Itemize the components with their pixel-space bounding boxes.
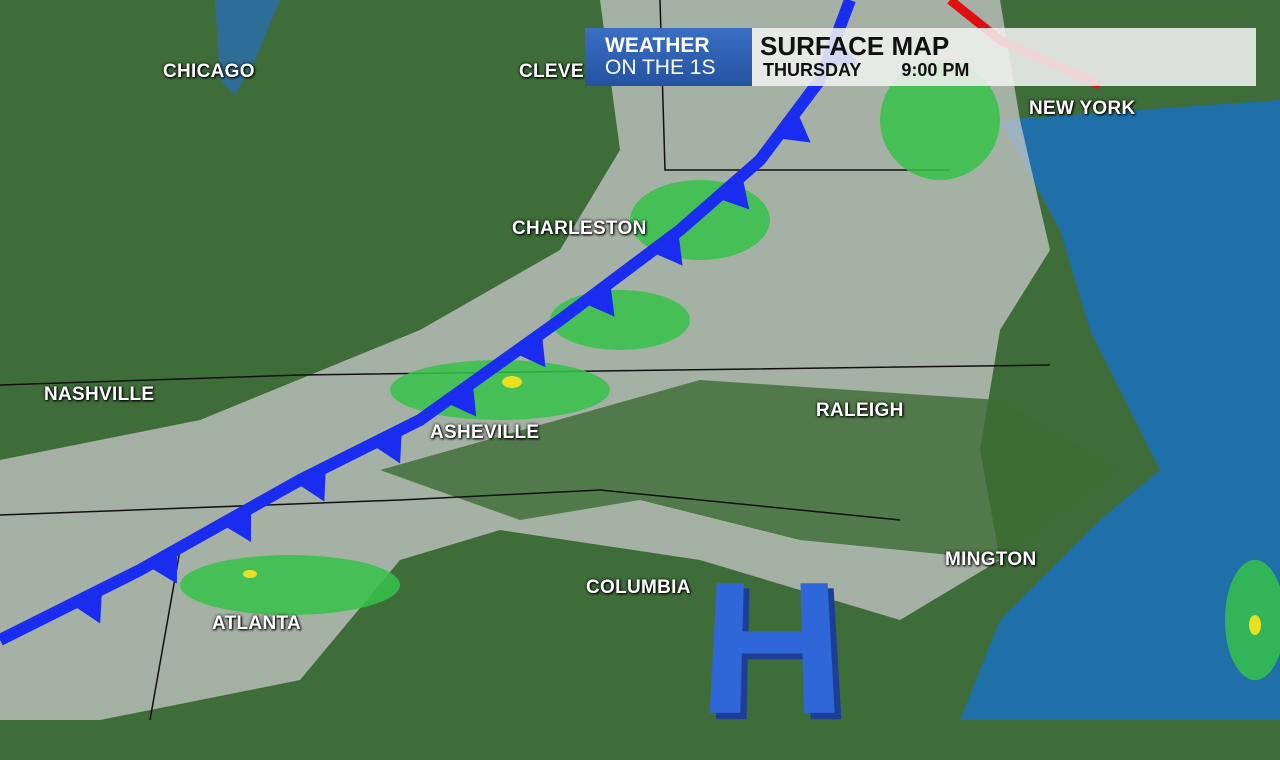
city-label-new-york: NEW YORK bbox=[1029, 98, 1136, 119]
title-banner: WEATHER ON THE 1S SURFACE MAP THURSDAY 9… bbox=[585, 28, 1256, 86]
city-label-nashville: NASHVILLE bbox=[44, 384, 155, 405]
brand-line-1: WEATHER bbox=[605, 34, 710, 57]
city-label-raleigh: RALEIGH bbox=[816, 400, 904, 421]
cold-front-triangle bbox=[582, 282, 615, 317]
map-title: SURFACE MAP bbox=[760, 31, 950, 61]
cold-front bbox=[0, 0, 856, 646]
banner-info: SURFACE MAP THURSDAY 9:00 PM bbox=[752, 28, 1256, 86]
high-pressure-symbol: H bbox=[692, 548, 853, 760]
cold-front-triangle bbox=[71, 589, 102, 624]
ocean bbox=[960, 100, 1280, 720]
cold-front-triangle bbox=[514, 332, 546, 368]
cold-front-triangle bbox=[445, 382, 477, 417]
forecast-day: THURSDAY bbox=[763, 60, 862, 80]
cold-front-triangle bbox=[371, 429, 402, 464]
city-label-asheville: ASHEVILLE bbox=[430, 422, 540, 443]
brand-line-2: ON THE 1S bbox=[605, 56, 716, 79]
lake-michigan bbox=[215, 0, 280, 95]
city-label-charleston: CHARLESTON bbox=[512, 218, 647, 239]
cloud-band bbox=[0, 0, 1050, 720]
green-areas bbox=[380, 380, 1120, 560]
city-label-chicago: CHICAGO bbox=[163, 61, 255, 82]
forecast-time: 9:00 PM bbox=[901, 60, 970, 80]
city-label-wilmington: MINGTON bbox=[945, 549, 1037, 570]
city-label-cleveland: CLEVE bbox=[519, 61, 584, 82]
cold-front-triangle bbox=[776, 110, 811, 143]
cold-front-triangle bbox=[650, 231, 683, 266]
cold-front-triangle bbox=[221, 507, 252, 542]
cold-front-triangle bbox=[295, 467, 326, 502]
city-label-atlanta: ATLANTA bbox=[212, 613, 301, 634]
cold-front-triangle bbox=[147, 549, 178, 584]
cold-front-triangles bbox=[71, 36, 859, 624]
heavy-rain bbox=[243, 376, 1261, 635]
brand-logo: WEATHER ON THE 1S bbox=[585, 28, 752, 86]
cold-front-triangle bbox=[716, 175, 750, 210]
city-label-columbia: COLUMBIA bbox=[586, 577, 691, 598]
weather-map bbox=[0, 0, 1280, 720]
